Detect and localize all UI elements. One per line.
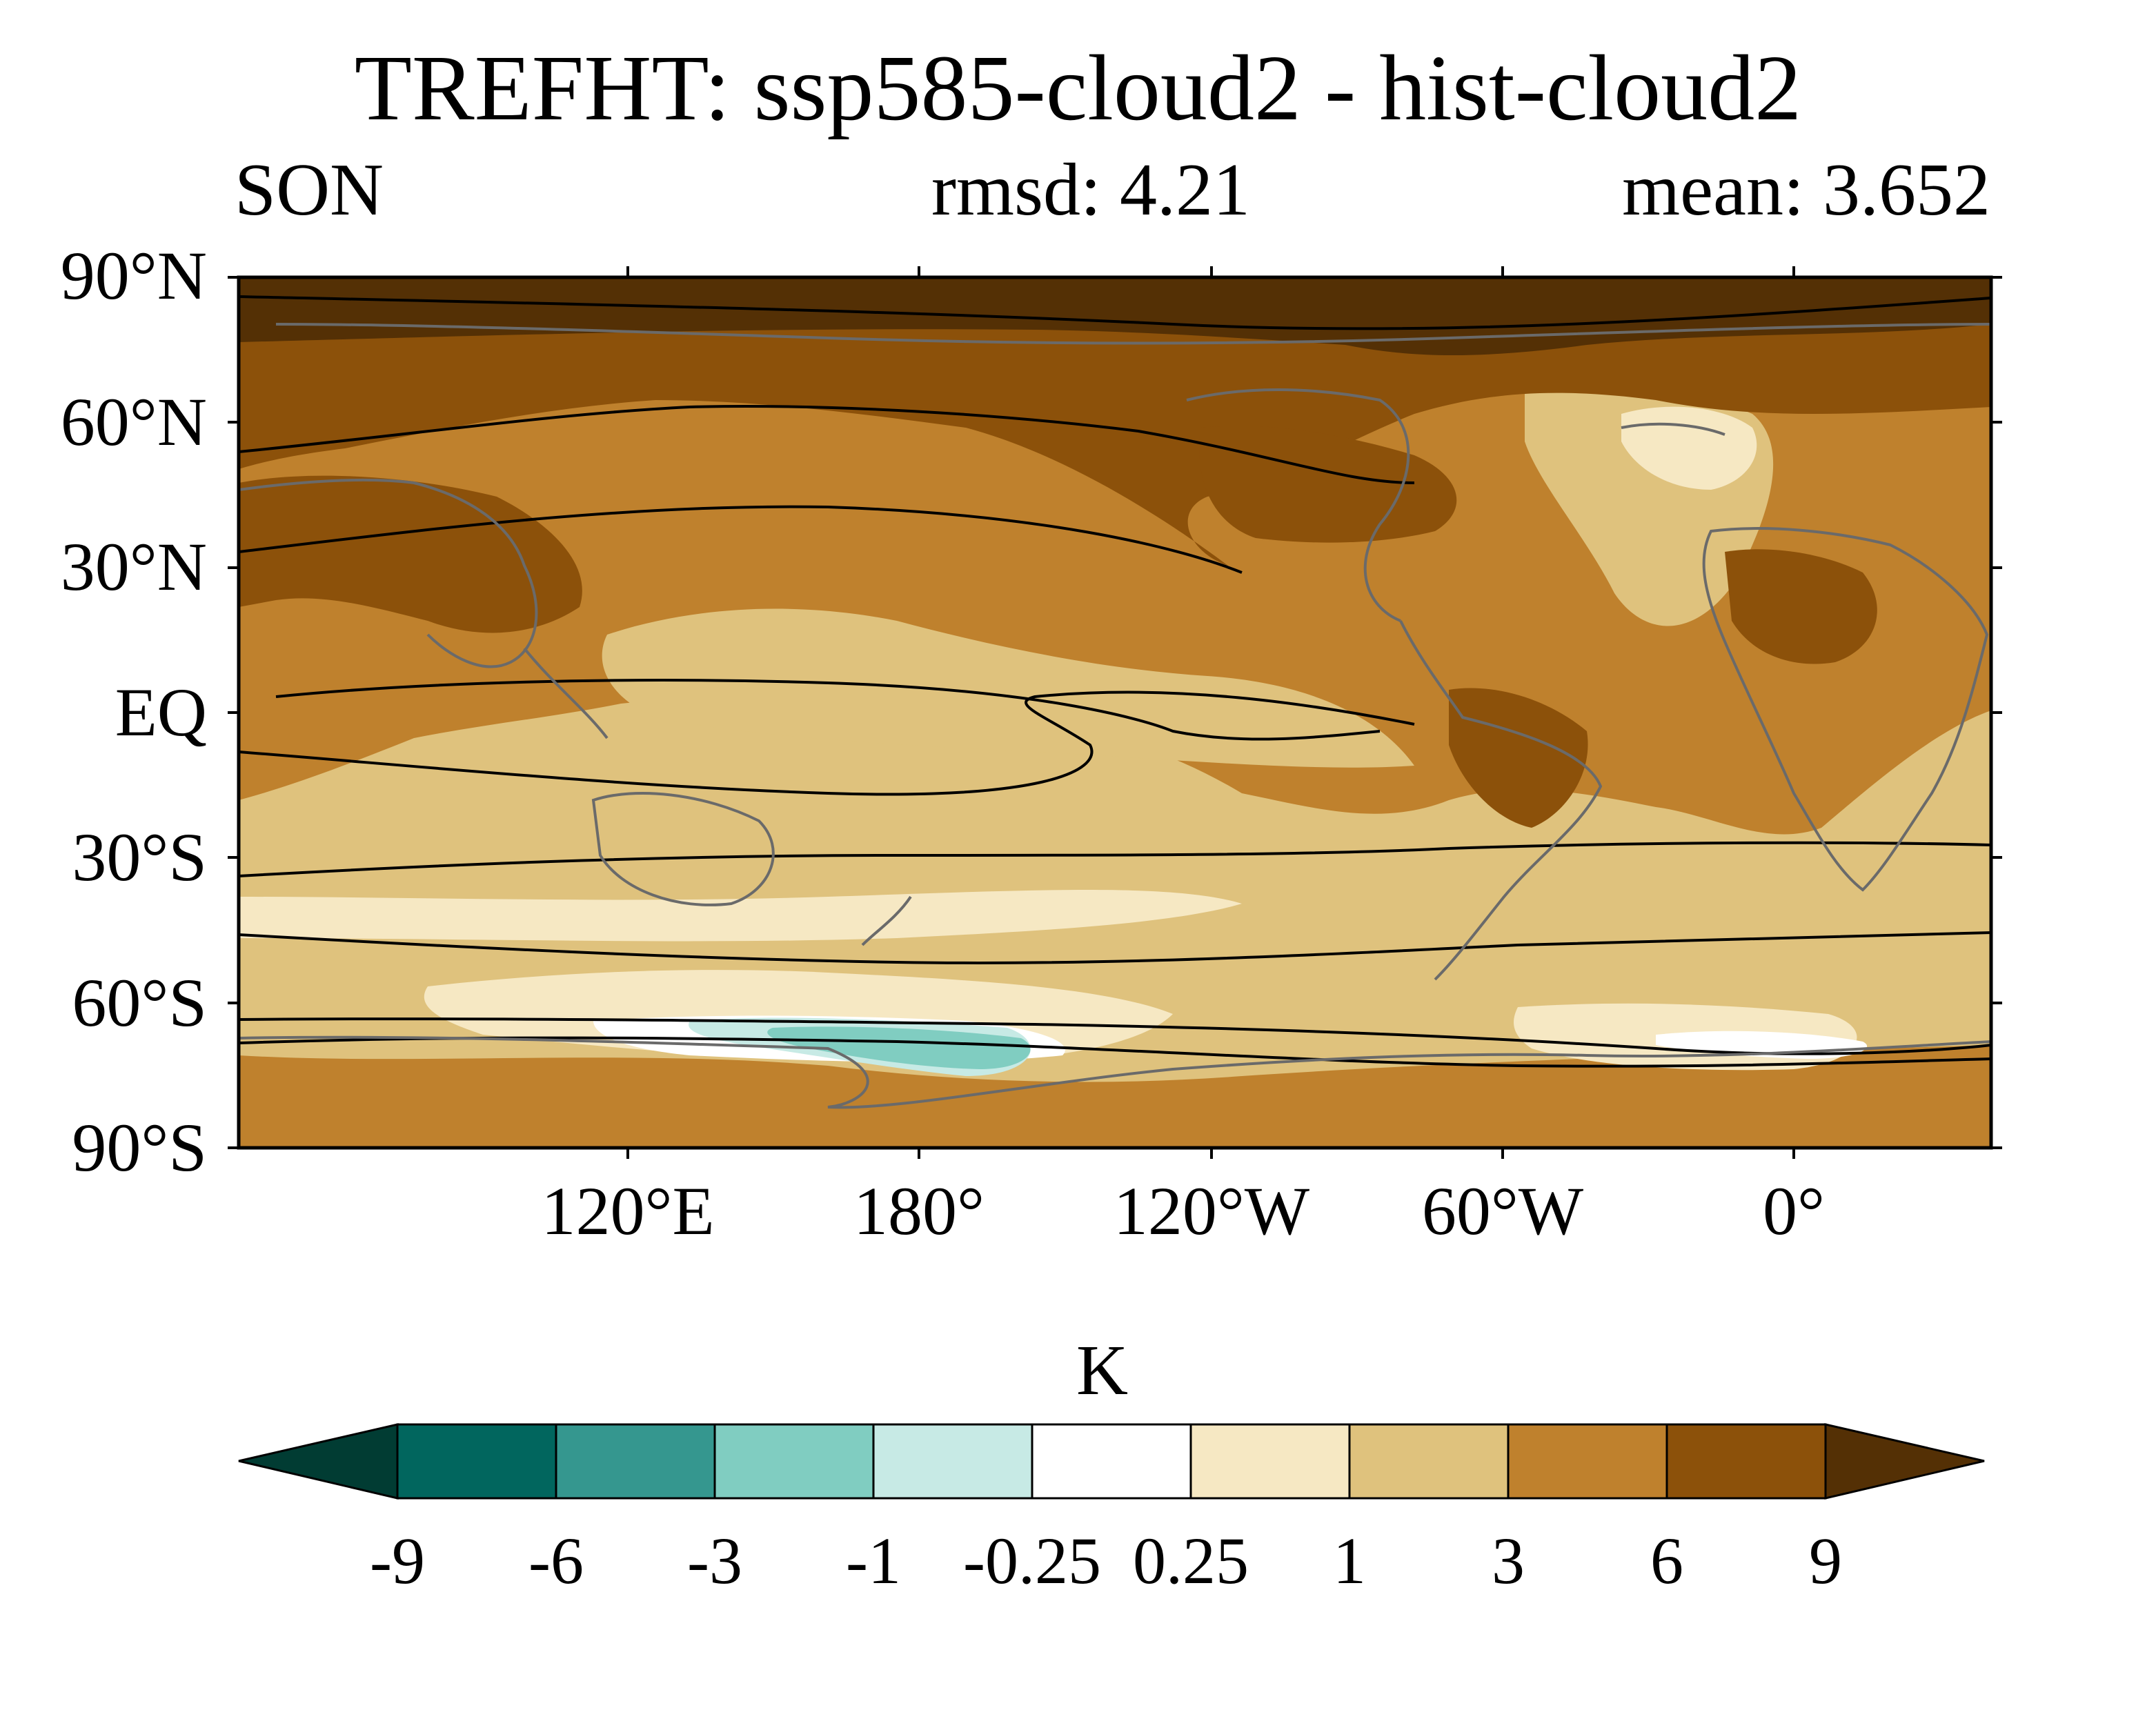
- colorbar-bin-2: [555, 1423, 716, 1500]
- field-band-6-9-asia: [239, 475, 582, 633]
- colorbar-tick: 6: [1650, 1524, 1683, 1598]
- lon-label-60w: 60°W: [1421, 1173, 1584, 1249]
- field-band-025-1-so: [239, 890, 1242, 942]
- lat-label-90s: 90°S: [72, 1109, 207, 1186]
- field-band-025-1-nat: [1621, 406, 1757, 490]
- lat-label-30s: 30°S: [72, 819, 207, 895]
- lat-label-30n: 30°N: [60, 528, 207, 605]
- season-label: SON: [235, 149, 384, 231]
- colorbar-bin-6: [1189, 1423, 1351, 1500]
- lat-label-60n: 60°N: [60, 384, 207, 460]
- colorbar-bin-7: [1348, 1423, 1510, 1500]
- colorbar-bin-9: [1665, 1423, 1827, 1500]
- lat-label-eq: EQ: [115, 674, 207, 750]
- colorbar-tick: -9: [370, 1524, 425, 1598]
- coastlines: [239, 323, 1991, 1109]
- colorbar-tick: -6: [528, 1524, 584, 1598]
- colorbar-bin-4: [872, 1423, 1034, 1500]
- colorbar-tick: -0.25: [963, 1524, 1101, 1598]
- colorbar-tick: 0.25: [1133, 1524, 1249, 1598]
- field-band-6-9-africa: [1725, 549, 1877, 664]
- mean-label: mean: 3.652: [1622, 149, 1990, 231]
- lon-ticks: [626, 266, 1795, 1159]
- field-band-1-3-pacific: [602, 608, 1414, 768]
- colorbar-bin-1: [396, 1423, 557, 1500]
- colorbar-tick: -1: [846, 1524, 901, 1598]
- field-band-6-9-namerica: [1199, 426, 1457, 543]
- rmsd-label: rmsd: 4.21: [931, 149, 1251, 231]
- map-field: [239, 277, 1991, 1148]
- lat-label-60s: 60°S: [72, 964, 207, 1041]
- colorbar: [238, 1423, 1985, 1500]
- colorbar-tick: 1: [1333, 1524, 1366, 1598]
- colorbar-unit: K: [1076, 1331, 1129, 1410]
- lon-label-180: 180°: [853, 1173, 985, 1249]
- plot-title: TREFHT: ssp585-cloud2 - hist-cloud2: [354, 37, 1802, 140]
- contour-lines: [239, 295, 1991, 1068]
- field-band-3-6-south: [239, 1045, 1991, 1148]
- lat-label-90n: 90°N: [60, 237, 207, 314]
- colorbar-bin-3: [713, 1423, 875, 1500]
- field-band-6-9-arctic: [239, 304, 1991, 566]
- colorbar-bin-8: [1507, 1423, 1668, 1500]
- colorbar-tick: -3: [687, 1524, 742, 1598]
- colorbar-extend-high: [1824, 1423, 1985, 1500]
- colorbar-extend-low: [238, 1423, 399, 1500]
- lat-ticks: [228, 276, 2002, 1149]
- colorbar-tick: 3: [1492, 1524, 1525, 1598]
- colorbar-tick: 9: [1809, 1524, 1842, 1598]
- lon-label-120e: 120°E: [541, 1173, 715, 1249]
- lon-label-0: 0°: [1763, 1173, 1825, 1249]
- lon-label-120w: 120°W: [1113, 1173, 1310, 1249]
- field-band-neg3-neg1: [767, 1026, 1031, 1069]
- colorbar-bin-5: [1031, 1423, 1192, 1500]
